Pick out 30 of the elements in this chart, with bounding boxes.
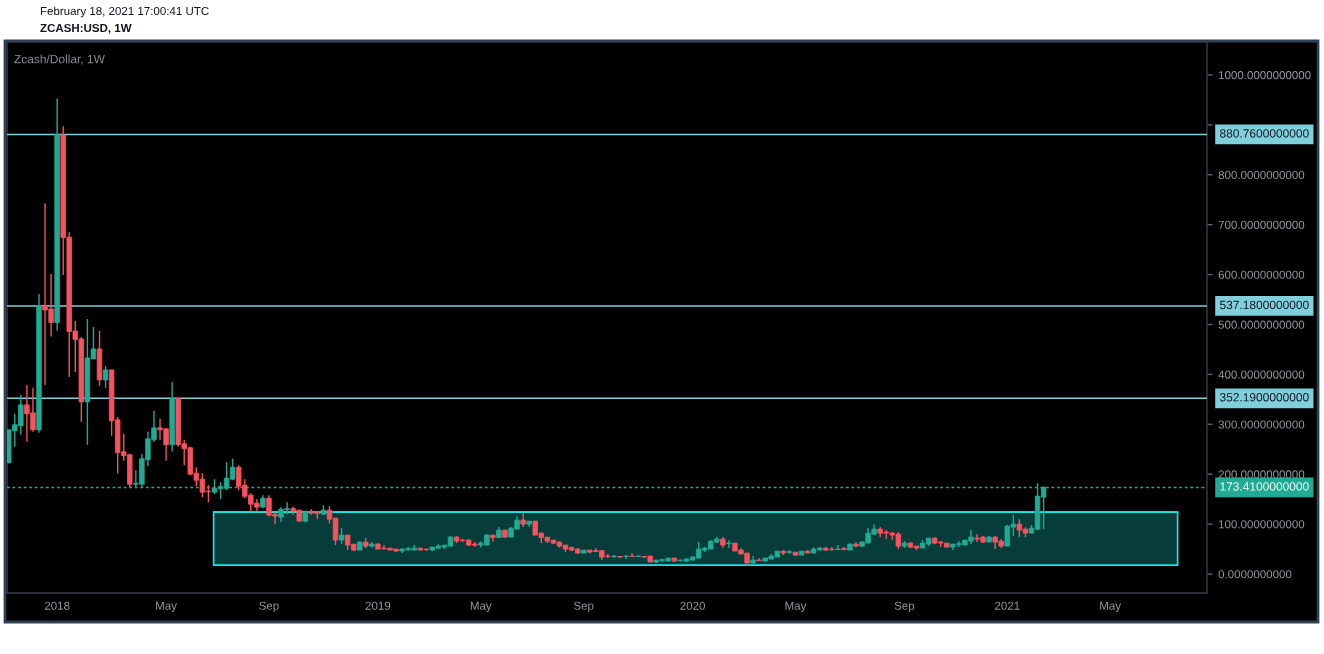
x-tick-label: May: [1100, 601, 1122, 613]
ref-line-label: 173.4100000000: [1220, 482, 1309, 491]
text: ZCASH:USD, 1W: [40, 23, 132, 34]
y-tick-label: 1000.0000000000: [1218, 71, 1311, 80]
candlestick: [102, 365, 109, 389]
x-tick-label: May: [785, 601, 807, 613]
y-tick-label: 0.0000000000: [1218, 570, 1292, 579]
ref-line-label: 537.1800000000: [1219, 300, 1309, 310]
y-tick-label: 500.0000000000: [1218, 320, 1305, 329]
x-tick-label: 2018: [44, 601, 70, 610]
x-tick-label: Sep: [259, 601, 279, 613]
y-tick-label: 100.0000000000: [1218, 520, 1305, 529]
y-tick-label: 800.0000000000: [1218, 170, 1305, 180]
x-tick-label: 2021: [995, 601, 1020, 610]
x-tick-label: Sep: [894, 601, 915, 613]
x-tick-label: May: [470, 601, 492, 613]
x-tick-label: 2020: [680, 601, 705, 610]
y-tick-label: 600.0000000000: [1218, 270, 1305, 279]
ref-line-label: 352.1900000000: [1219, 393, 1309, 402]
candlestick: [726, 539, 732, 549]
ref-line-label: 880.7600000000: [1220, 129, 1309, 138]
y-tick-label: 300.0000000000: [1218, 420, 1305, 429]
text: Zcash/Dollar, 1W: [14, 54, 105, 65]
y-tick-label: 200.0000000000: [1218, 470, 1305, 479]
text: February 18, 2021 17:00:41 UTC: [40, 6, 209, 18]
x-tick-label: Sep: [573, 601, 594, 613]
y-tick-label: 700.0000000000: [1218, 220, 1305, 229]
y-tick-label: 400.0000000000: [1218, 370, 1305, 379]
x-tick-label: May: [156, 601, 177, 613]
x-tick-label: 2019: [365, 601, 391, 610]
